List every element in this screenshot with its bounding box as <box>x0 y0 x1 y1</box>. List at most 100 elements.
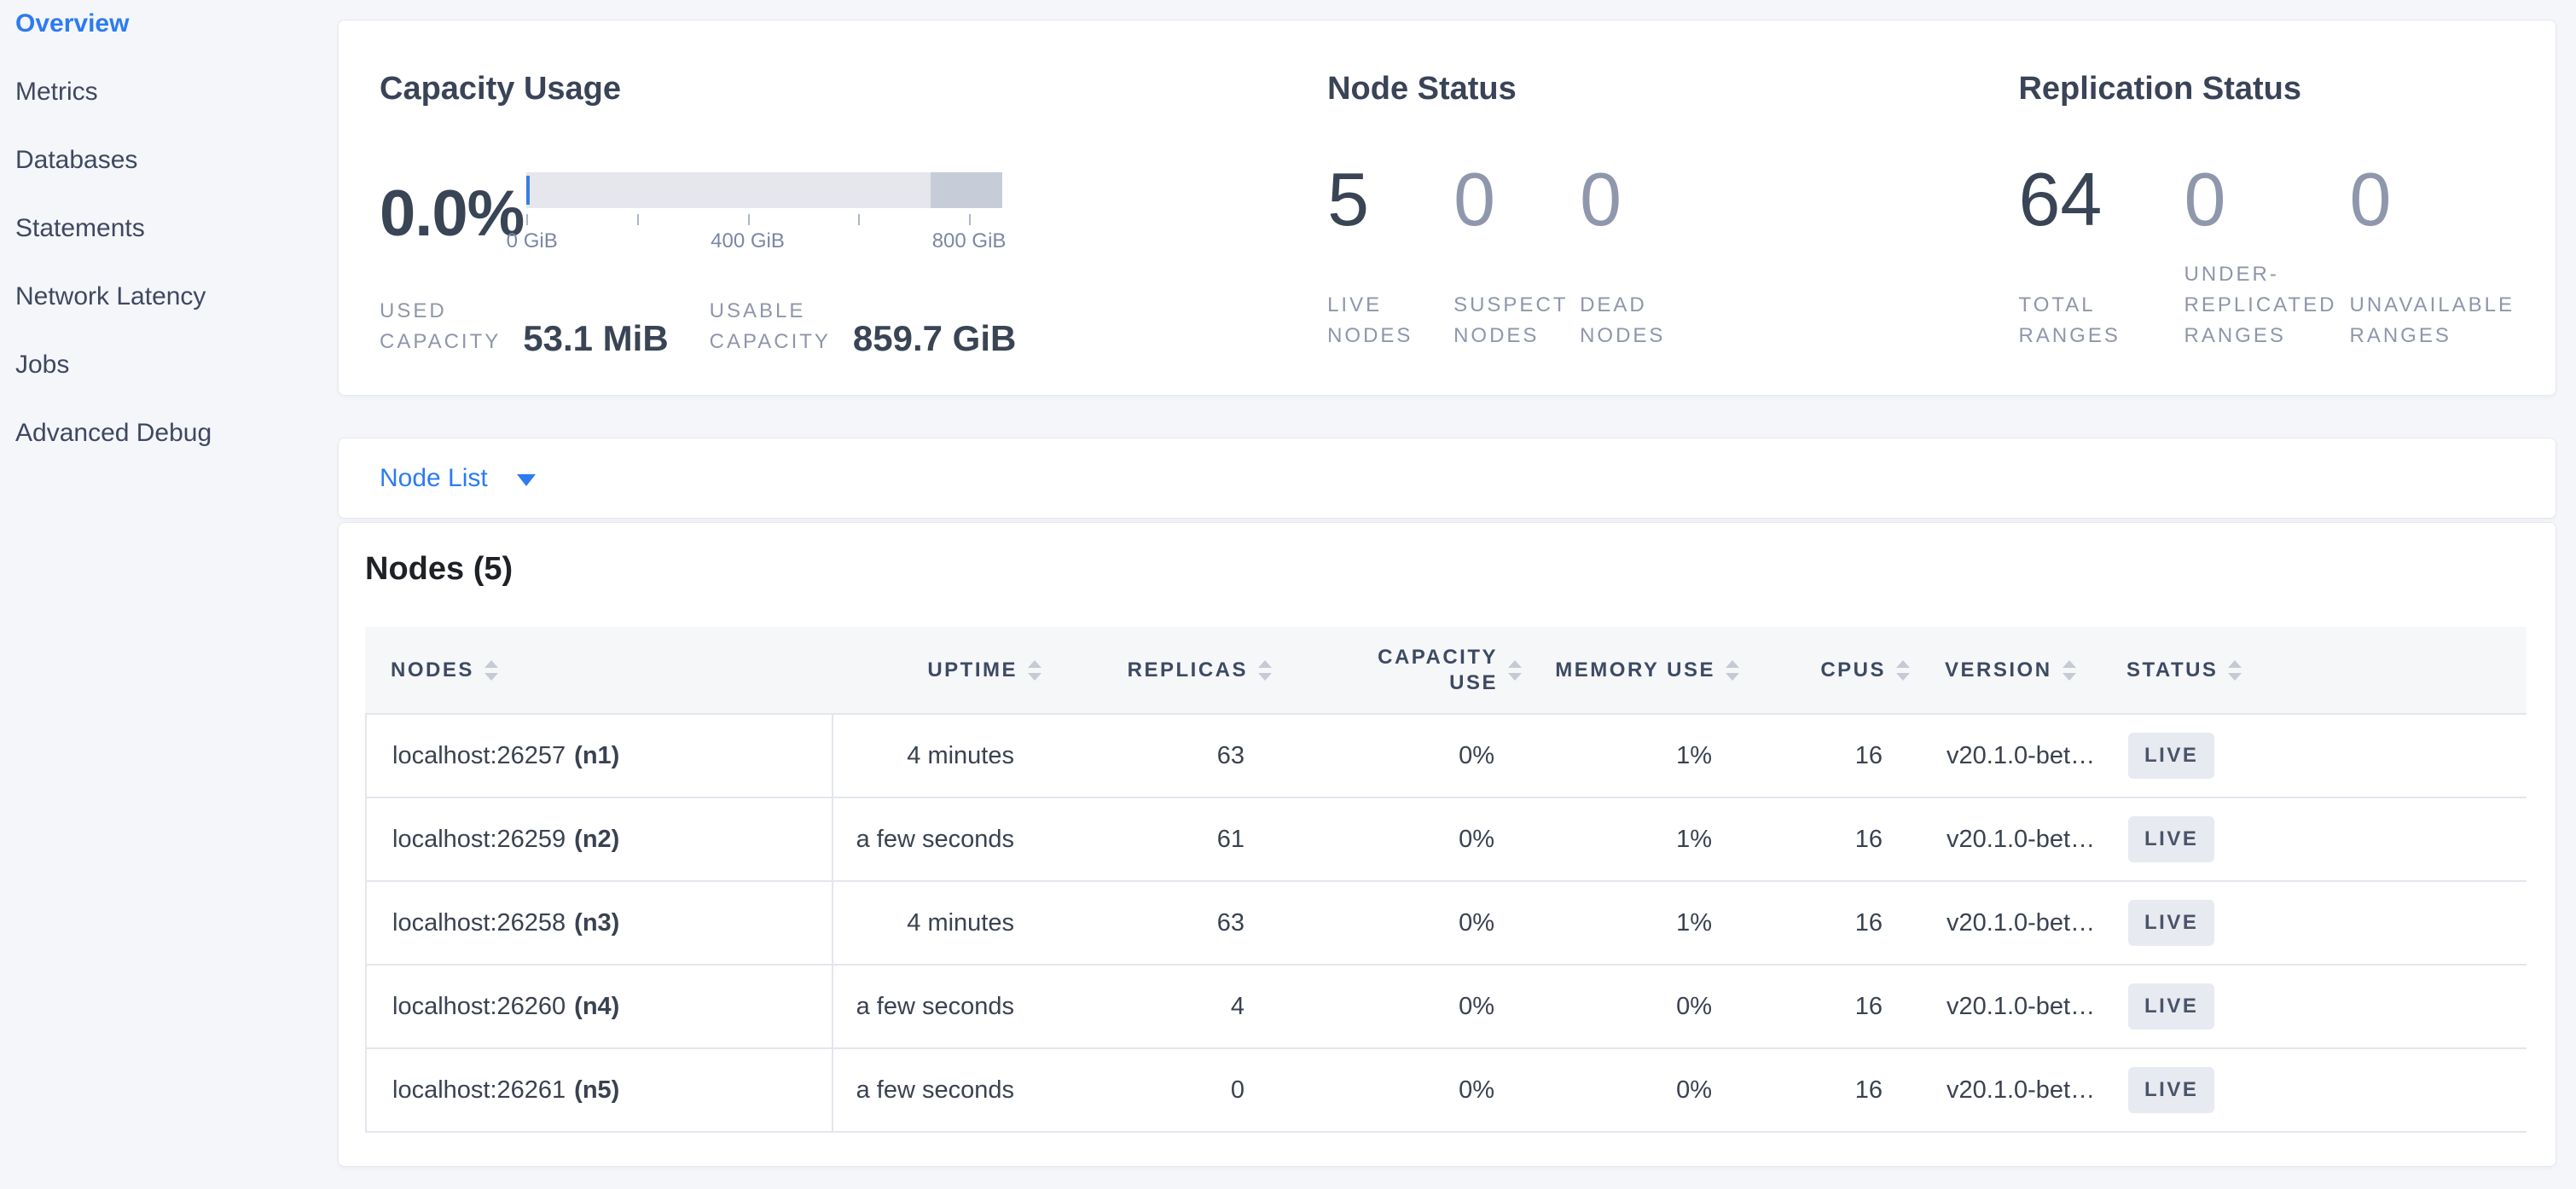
sidebar-item-jobs[interactable]: Jobs <box>15 351 70 379</box>
sort-icon <box>1258 659 1272 681</box>
capacity-bar-chart: 0 GiB 400 GiB 800 GiB <box>507 172 1006 255</box>
cell-version: v20.1.0-bet… <box>1947 1076 2096 1104</box>
dead-nodes-label: DEAD NODES <box>1580 293 1666 347</box>
axis-label-0: 0 GiB <box>506 229 558 252</box>
live-nodes-label: LIVE NODES <box>1327 293 1413 347</box>
sidebar-item-network-latency[interactable]: Network Latency <box>15 282 206 310</box>
sort-icon <box>2062 659 2076 681</box>
axis-label-800: 800 GiB <box>931 229 1007 252</box>
column-header-nodes[interactable]: NODES <box>365 627 832 713</box>
table-row-n3[interactable]: localhost:26258 (n3) 4 minutes 63 0% 1% 1… <box>367 882 2527 966</box>
column-header-version[interactable]: VERSION <box>1920 627 2103 713</box>
table-row-n4[interactable]: localhost:26260 (n4) a few seconds 4 0% 0… <box>367 966 2527 1049</box>
cell-version: v20.1.0-bet… <box>1947 908 2096 937</box>
status-badge: LIVE <box>2128 733 2215 779</box>
cell-memory-use: 1% <box>1676 741 1712 769</box>
node-status-title: Node Status <box>1327 71 1517 107</box>
total-ranges-value: 64 <box>2018 157 2103 241</box>
cell-status: LIVE <box>2105 798 2527 880</box>
sidebar-item-advanced-debug[interactable]: Advanced Debug <box>15 419 212 447</box>
nodes-table: NODES UPTIME REPLICAS CAPACITY USE MEMORY… <box>365 627 2527 1133</box>
cell-cpus: 16 <box>1854 825 1883 853</box>
main-content: Capacity Usage 0.0% 0 GiB 400 GiB 800 Gi… <box>338 0 2556 1167</box>
under-replicated-ranges-label: UNDER- REPLICATED RANGES <box>2184 263 2337 347</box>
cluster-summary-card: Capacity Usage 0.0% 0 GiB 400 GiB 800 Gi… <box>338 20 2556 396</box>
capacity-usage-panel: Capacity Usage 0.0% 0 GiB 400 GiB 800 Gi… <box>380 20 1327 395</box>
table-row-n2[interactable]: localhost:26259 (n2) a few seconds 61 0% … <box>367 798 2527 882</box>
cell-replicas: 4 <box>1230 992 1244 1020</box>
column-header-capacity-use[interactable]: CAPACITY USE <box>1282 627 1532 713</box>
sort-icon <box>1508 659 1522 681</box>
capacity-bar <box>526 172 1002 208</box>
usable-capacity-label: USABLE CAPACITY <box>709 299 831 353</box>
cell-cpus: 16 <box>1854 741 1883 769</box>
sort-icon <box>2228 659 2242 681</box>
cell-replicas: 63 <box>1216 908 1244 937</box>
used-capacity-value: 53.1 MiB <box>523 318 669 358</box>
capacity-used-marker <box>526 176 530 205</box>
total-ranges-stat: 64 TOTAL RANGES <box>2018 159 2184 351</box>
unavailable-ranges-value: 0 <box>2349 157 2392 241</box>
table-header-row: NODES UPTIME REPLICAS CAPACITY USE MEMORY… <box>365 627 2527 715</box>
cell-capacity-use: 0% <box>1459 992 1494 1020</box>
cell-memory-use: 1% <box>1676 908 1712 937</box>
cell-version: v20.1.0-bet… <box>1947 992 2096 1020</box>
cell-cpus: 16 <box>1854 908 1883 937</box>
cell-version: v20.1.0-bet… <box>1947 741 2096 769</box>
cell-node-address: localhost:26258 (n3) <box>367 882 833 964</box>
cell-version: v20.1.0-bet… <box>1947 825 2096 853</box>
cell-uptime: 4 minutes <box>907 741 1014 769</box>
table-row-n1[interactable]: localhost:26257 (n1) 4 minutes 63 0% 1% 1… <box>367 715 2527 798</box>
sidebar-item-overview[interactable]: Overview <box>15 9 130 38</box>
cell-capacity-use: 0% <box>1459 908 1494 937</box>
sort-icon <box>1896 659 1910 681</box>
cell-status: LIVE <box>2105 882 2527 964</box>
used-capacity-label: USED CAPACITY <box>380 299 502 353</box>
nodes-title: Nodes (5) <box>365 551 513 587</box>
sidebar-item-databases[interactable]: Databases <box>15 146 138 174</box>
replication-status-title: Replication Status <box>2018 71 2301 107</box>
usable-capacity-value: 859.7 GiB <box>852 318 1017 358</box>
sidebar-item-metrics[interactable]: Metrics <box>15 78 98 106</box>
cell-uptime: a few seconds <box>856 825 1014 853</box>
suspect-nodes-stat: 0 SUSPECT NODES <box>1453 159 1580 351</box>
column-header-replicas[interactable]: REPLICAS <box>1052 627 1282 713</box>
cell-memory-use: 0% <box>1676 992 1712 1020</box>
table-row-n5[interactable]: localhost:26261 (n5) a few seconds 0 0% 0… <box>367 1049 2527 1133</box>
live-nodes-stat: 5 LIVE NODES <box>1327 159 1453 351</box>
capacity-usage-title: Capacity Usage <box>380 71 622 107</box>
cell-node-address: localhost:26257 (n1) <box>367 715 833 797</box>
status-badge: LIVE <box>2128 816 2215 862</box>
cell-capacity-use: 0% <box>1459 1076 1494 1104</box>
sort-icon <box>1028 659 1041 681</box>
cell-uptime: a few seconds <box>856 992 1014 1020</box>
sidebar: Overview Metrics Databases Statements Ne… <box>0 0 338 467</box>
cell-status: LIVE <box>2105 966 2527 1047</box>
status-badge: LIVE <box>2128 900 2215 946</box>
column-header-memory-use[interactable]: MEMORY USE <box>1532 627 1749 713</box>
cell-memory-use: 1% <box>1676 825 1712 853</box>
column-header-status[interactable]: STATUS <box>2103 627 2527 713</box>
cell-replicas: 0 <box>1230 1076 1244 1104</box>
dead-nodes-value: 0 <box>1580 157 1622 241</box>
cell-cpus: 16 <box>1854 992 1883 1020</box>
sidebar-item-statements[interactable]: Statements <box>15 214 145 242</box>
node-list-dropdown[interactable]: Node List <box>338 438 2556 519</box>
unavailable-ranges-label: UNAVAILABLE RANGES <box>2349 293 2515 347</box>
cell-node-address: localhost:26260 (n4) <box>367 966 833 1047</box>
cell-node-address: localhost:26261 (n5) <box>367 1049 833 1131</box>
unavailable-ranges-stat: 0 UNAVAILABLE RANGES <box>2349 159 2515 351</box>
column-header-uptime[interactable]: UPTIME <box>832 627 1052 713</box>
total-ranges-label: TOTAL RANGES <box>2018 293 2121 347</box>
nodes-card: Nodes (5) NODES UPTIME REPLICAS CAPACITY… <box>338 522 2556 1167</box>
cell-uptime: a few seconds <box>856 1076 1014 1104</box>
suspect-nodes-value: 0 <box>1453 157 1496 241</box>
column-header-cpus[interactable]: CPUS <box>1749 627 1920 713</box>
node-status-panel: Node Status 5 LIVE NODES 0 SUSPECT NODES <box>1327 20 2018 395</box>
replication-status-panel: Replication Status 64 TOTAL RANGES 0 UND… <box>2018 20 2515 395</box>
capacity-percent: 0.0% <box>380 177 525 250</box>
cell-status: LIVE <box>2105 715 2527 797</box>
cell-replicas: 63 <box>1216 741 1244 769</box>
status-badge: LIVE <box>2128 1067 2215 1113</box>
cell-status: LIVE <box>2105 1049 2527 1131</box>
